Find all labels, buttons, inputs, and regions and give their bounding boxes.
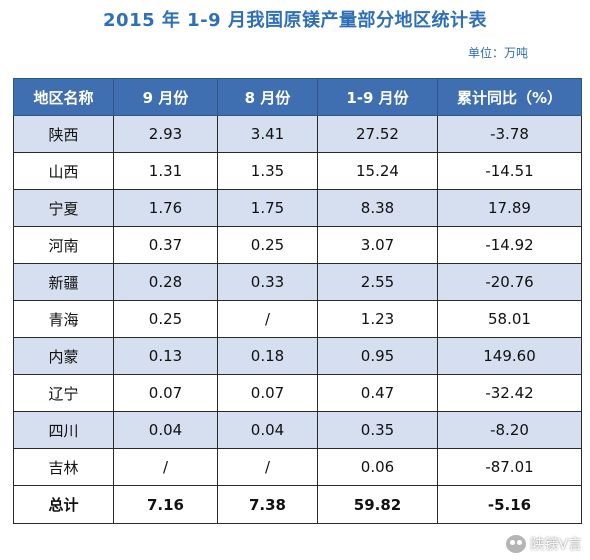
total-jan-sep: 59.82	[317, 485, 438, 524]
cell-jan-sep: 27.52	[317, 115, 438, 153]
cell-region: 青海	[13, 300, 114, 338]
cell-region: 四川	[13, 411, 114, 449]
cell-jan-sep: 8.38	[317, 189, 438, 227]
cell-yoy: 17.89	[437, 189, 582, 227]
table-title: 2015 年 1-9 月我国原镁产量部分地区统计表	[103, 10, 487, 31]
cell-yoy: -32.42	[437, 374, 582, 412]
cell-september: 0.25	[113, 300, 218, 338]
cell-region: 吉林	[13, 448, 114, 486]
watermark-text: 陕镁V言	[530, 537, 582, 553]
table-row: 陕西 2.93 3.41 27.52 -3.78	[13, 115, 582, 153]
table-row: 山西 1.31 1.35 15.24 -14.51	[13, 152, 582, 190]
cell-region: 山西	[13, 152, 114, 190]
table-row: 辽宁 0.07 0.07 0.47 -32.42	[13, 374, 582, 412]
cell-yoy: -8.20	[437, 411, 582, 449]
cell-region: 新疆	[13, 263, 114, 301]
cell-august: /	[217, 448, 318, 486]
cell-september: 0.37	[113, 226, 218, 264]
cell-august: 0.04	[217, 411, 318, 449]
cell-jan-sep: 0.47	[317, 374, 438, 412]
cell-september: 2.93	[113, 115, 218, 153]
table-row: 吉林 / / 0.06 -87.01	[13, 448, 582, 486]
total-yoy: -5.16	[437, 485, 582, 524]
total-september: 7.16	[113, 485, 218, 524]
cell-yoy: -20.76	[437, 263, 582, 301]
cell-jan-sep: 0.95	[317, 337, 438, 375]
table-row: 河南 0.37 0.25 3.07 -14.92	[13, 226, 582, 264]
cell-september: 0.07	[113, 374, 218, 412]
table-row: 四川 0.04 0.04 0.35 -8.20	[13, 411, 582, 449]
cell-september: 1.76	[113, 189, 218, 227]
cell-august: 1.75	[217, 189, 318, 227]
header-yoy: 累计同比（%）	[437, 78, 582, 116]
cell-august: 3.41	[217, 115, 318, 153]
cell-region: 内蒙	[13, 337, 114, 375]
cell-september: 1.31	[113, 152, 218, 190]
cell-yoy: -87.01	[437, 448, 582, 486]
total-august: 7.38	[217, 485, 318, 524]
total-label: 总计	[13, 485, 114, 524]
cell-yoy: 58.01	[437, 300, 582, 338]
cell-region: 河南	[13, 226, 114, 264]
cell-september: /	[113, 448, 218, 486]
cell-region: 宁夏	[13, 189, 114, 227]
header-region: 地区名称	[13, 78, 114, 116]
cell-august: 0.33	[217, 263, 318, 301]
cell-august: 0.07	[217, 374, 318, 412]
cell-august: 0.25	[217, 226, 318, 264]
header-august: 8 月份	[217, 78, 318, 116]
cell-yoy: -14.92	[437, 226, 582, 264]
header-row: 地区名称 9 月份 8 月份 1-9 月份 累计同比（%）	[13, 78, 582, 116]
cell-september: 0.04	[113, 411, 218, 449]
header-jan-sep: 1-9 月份	[317, 78, 438, 116]
cell-jan-sep: 3.07	[317, 226, 438, 264]
wechat-icon	[506, 535, 527, 553]
total-row: 总计 7.16 7.38 59.82 -5.16	[13, 485, 582, 524]
table-row: 新疆 0.28 0.33 2.55 -20.76	[13, 263, 582, 301]
cell-yoy: 149.60	[437, 337, 582, 375]
watermark: 陕镁V言	[506, 534, 582, 554]
cell-jan-sep: 15.24	[317, 152, 438, 190]
cell-september: 0.13	[113, 337, 218, 375]
cell-jan-sep: 2.55	[317, 263, 438, 301]
cell-region: 陕西	[13, 115, 114, 153]
cell-august: 1.35	[217, 152, 318, 190]
cell-yoy: -3.78	[437, 115, 582, 153]
table-row: 青海 0.25 / 1.23 58.01	[13, 300, 582, 338]
cell-august: /	[217, 300, 318, 338]
cell-august: 0.18	[217, 337, 318, 375]
cell-jan-sep: 0.35	[317, 411, 438, 449]
cell-region: 辽宁	[13, 374, 114, 412]
table-row: 内蒙 0.13 0.18 0.95 149.60	[13, 337, 582, 375]
cell-jan-sep: 0.06	[317, 448, 438, 486]
cell-september: 0.28	[113, 263, 218, 301]
table-row: 宁夏 1.76 1.75 8.38 17.89	[13, 189, 582, 227]
unit-label: 单位：万吨	[467, 46, 528, 60]
cell-yoy: -14.51	[437, 152, 582, 190]
production-table: 地区名称 9 月份 8 月份 1-9 月份 累计同比（%） 陕西 2.93 3.…	[13, 78, 582, 524]
cell-jan-sep: 1.23	[317, 300, 438, 338]
header-september: 9 月份	[113, 78, 218, 116]
